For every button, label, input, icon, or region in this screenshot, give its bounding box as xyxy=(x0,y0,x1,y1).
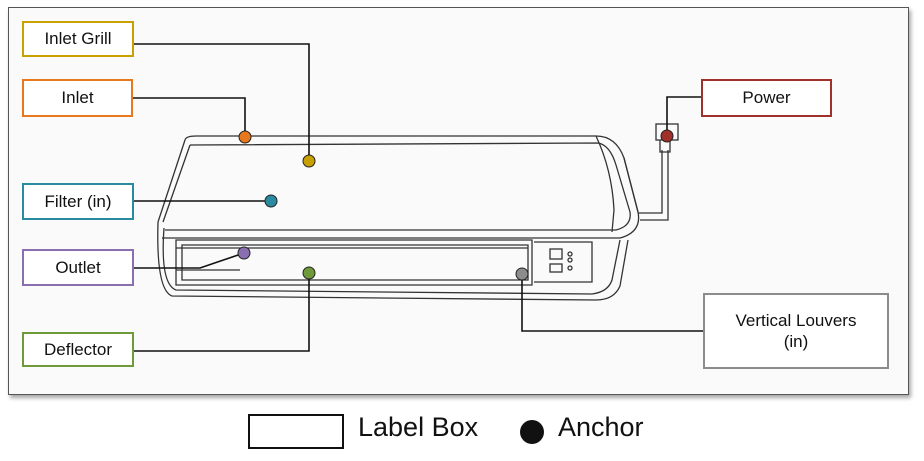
label-outlet: Outlet xyxy=(22,249,134,286)
label-filter: Filter (in) xyxy=(22,183,134,220)
legend-label-box-swatch xyxy=(248,414,344,449)
leader-outlet xyxy=(134,252,245,269)
label-power: Power xyxy=(701,79,832,117)
anchor-power xyxy=(660,129,674,143)
anchor-inlet xyxy=(238,130,252,144)
leader-inlet xyxy=(133,97,246,137)
label-deflector: Deflector xyxy=(22,332,134,367)
anchor-inlet-grill xyxy=(302,154,316,168)
legend-anchor-text: Anchor xyxy=(558,412,644,442)
leader-vertical-louvers xyxy=(521,274,703,332)
anchor-outlet xyxy=(237,246,251,260)
anchor-deflector xyxy=(302,266,316,280)
leader-lines xyxy=(133,43,703,352)
label-vertical-louvers: Vertical Louvers (in) xyxy=(703,293,889,369)
label-inlet-grill: Inlet Grill xyxy=(22,21,134,57)
label-inlet: Inlet xyxy=(22,79,133,117)
air-conditioner-body xyxy=(157,135,640,301)
leader-power xyxy=(666,96,701,136)
legend-anchor-swatch xyxy=(520,420,544,444)
leader-deflector xyxy=(134,273,310,352)
legend-label-box-text: Label Box xyxy=(358,412,479,442)
anchor-filter xyxy=(264,194,278,208)
leader-inlet-grill xyxy=(134,43,310,161)
power-cord xyxy=(638,123,679,221)
anchor-vertical-louvers xyxy=(515,267,529,281)
anchors xyxy=(237,129,674,281)
